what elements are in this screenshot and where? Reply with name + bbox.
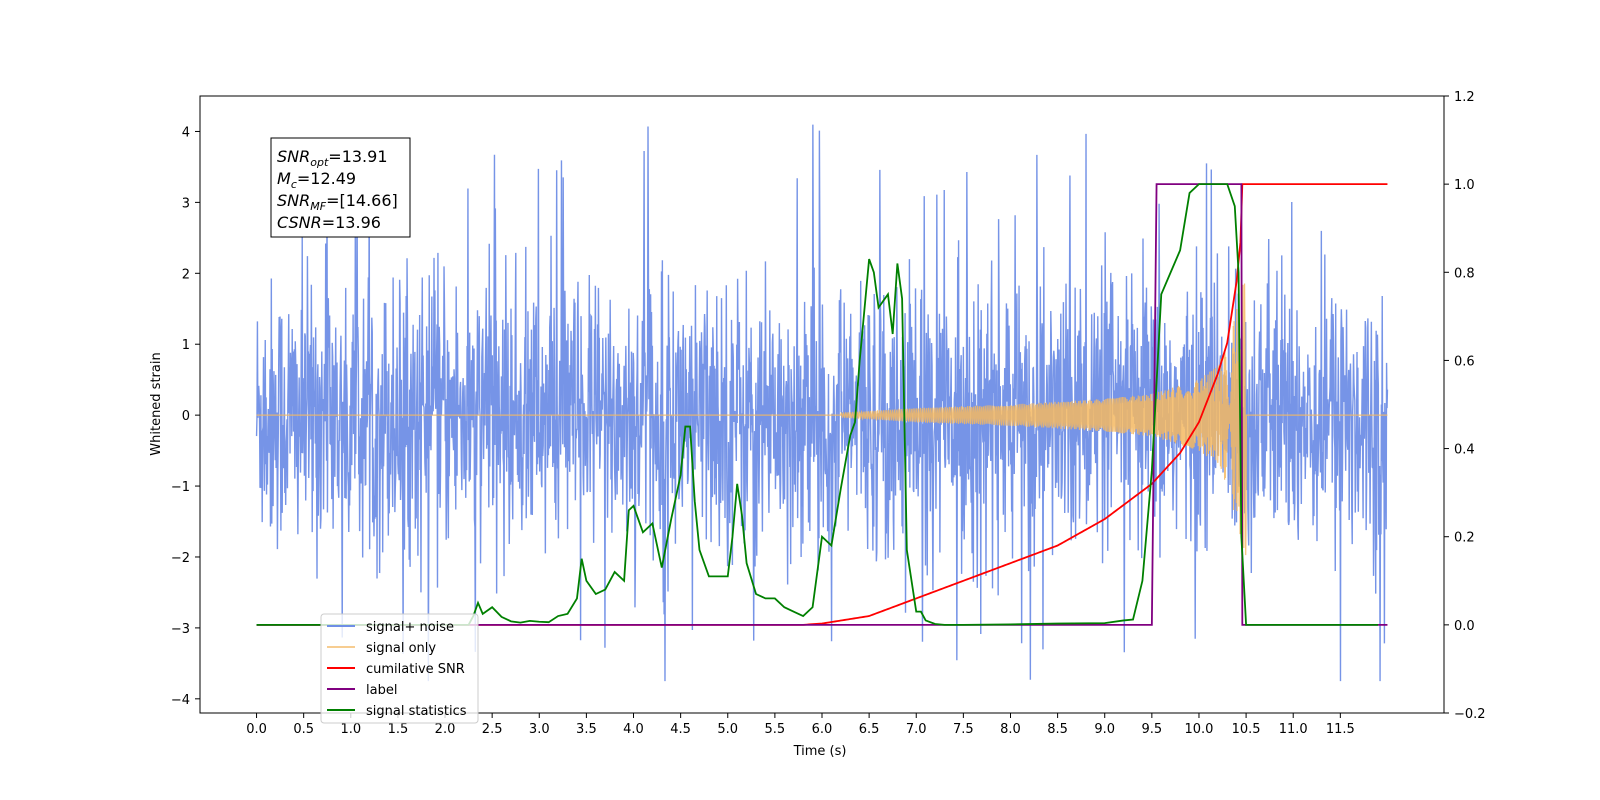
y-tick-label-left: −1 <box>171 480 190 495</box>
annotation-symbol: SNR <box>277 147 310 166</box>
annotation-value: =12.49 <box>297 169 356 188</box>
legend-label: label <box>366 683 397 698</box>
x-tick-label: 0.0 <box>246 722 267 737</box>
y-tick-label-left: −4 <box>171 693 190 708</box>
x-tick-label: 10.0 <box>1184 722 1213 737</box>
legend-label: cumilative SNR <box>366 662 465 677</box>
annotation-value: =13.91 <box>328 147 387 166</box>
x-tick-label: 9.5 <box>1142 722 1163 737</box>
series-signal-statistics <box>256 183 1379 626</box>
annotation-subscript: MF <box>310 200 326 213</box>
x-tick-label: 8.0 <box>1000 722 1021 737</box>
x-tick-label: 2.5 <box>482 722 503 737</box>
series-signal-only <box>256 283 1388 556</box>
y-axis-right: 1.2 1.0 0.8 0.6 0.4 0.2 0.0 −0.2 <box>1444 90 1486 722</box>
annotation-symbol: SNR <box>277 191 310 210</box>
y-tick-label-left: 0 <box>182 409 190 424</box>
annotation-line: Mc=12.49 <box>277 169 356 191</box>
annotation-value: =13.96 <box>322 213 381 232</box>
annotation-line: SNRopt=13.91 <box>277 147 388 169</box>
x-tick-label: 4.5 <box>670 722 691 737</box>
annotation-line: CSNR=13.96 <box>277 213 381 232</box>
x-tick-label: 8.5 <box>1047 722 1068 737</box>
y-tick-label-right: 0.6 <box>1454 354 1475 369</box>
x-tick-label: 1.0 <box>340 722 361 737</box>
series-layer <box>255 124 1389 682</box>
x-tick-label: 7.5 <box>953 722 974 737</box>
legend-label: signal+ noise <box>366 620 454 635</box>
y-tick-label-left: 4 <box>182 125 190 140</box>
x-tick-label: 1.5 <box>388 722 409 737</box>
y-tick-label-right: 1.2 <box>1454 90 1475 105</box>
y-tick-label-left: 2 <box>182 267 190 282</box>
legend: signal+ noise signal only cumilative SNR la… <box>320 613 479 724</box>
y-tick-label-left: −2 <box>171 551 190 566</box>
x-tick-label: 10.5 <box>1232 722 1261 737</box>
y-axis-left: 4 3 2 1 0 −1 −2 −3 −4 <box>171 125 200 708</box>
y-tick-label-left: −3 <box>171 622 190 637</box>
y-tick-label-right: 1.0 <box>1454 178 1475 193</box>
annotation-box: SNRopt=13.91Mc=12.49SNRMF=[14.66]CSNR=13… <box>270 137 411 238</box>
y-tick-label-left: 1 <box>182 338 190 353</box>
annotation-value: =[14.66] <box>326 191 398 210</box>
y-tick-label-right: 0.8 <box>1454 266 1475 281</box>
x-tick-label: 5.0 <box>717 722 738 737</box>
y-axis-label: Whitened strain <box>149 352 164 455</box>
y-tick-label-right: 0.4 <box>1454 443 1475 458</box>
annotation-symbol: CSNR <box>277 213 322 232</box>
annotation-line: SNRMF=[14.66] <box>277 191 398 213</box>
y-tick-label-right: −0.2 <box>1454 707 1486 722</box>
x-tick-label: 11.0 <box>1279 722 1308 737</box>
annotation-frame <box>270 137 411 238</box>
x-tick-label: 5.5 <box>765 722 786 737</box>
x-axis-label: Time (s) <box>793 744 847 759</box>
x-tick-label: 3.5 <box>576 722 597 737</box>
x-tick-label: 6.0 <box>812 722 833 737</box>
x-tick-label: 7.0 <box>906 722 927 737</box>
x-axis: 0.0 0.5 1.0 1.5 2.0 2.5 3.0 3.5 4.0 4.5 5.0 5.5 6.0 6… <box>246 713 1355 737</box>
legend-frame <box>320 613 479 724</box>
y-tick-label-left: 3 <box>182 196 190 211</box>
y-tick-label-right: 0.0 <box>1454 619 1475 634</box>
x-tick-label: 6.5 <box>859 722 880 737</box>
x-tick-label: 4.0 <box>623 722 644 737</box>
annotation-subscript: opt <box>310 156 329 169</box>
legend-label: signal statistics <box>366 704 467 719</box>
y-tick-label-right: 0.2 <box>1454 531 1475 546</box>
x-tick-label: 11.5 <box>1326 722 1355 737</box>
legend-label: signal only <box>366 641 436 656</box>
annotation-subscript: c <box>291 178 297 191</box>
x-tick-label: 0.5 <box>293 722 314 737</box>
annotation-symbol: M <box>277 169 291 188</box>
x-tick-label: 3.0 <box>529 722 550 737</box>
x-tick-label: 2.0 <box>435 722 456 737</box>
x-tick-label: 9.0 <box>1094 722 1115 737</box>
